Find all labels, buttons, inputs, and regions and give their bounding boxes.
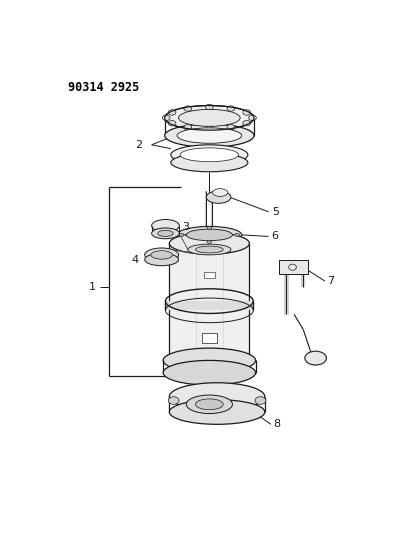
Ellipse shape xyxy=(305,351,326,365)
Ellipse shape xyxy=(179,109,240,126)
Ellipse shape xyxy=(206,126,213,131)
Ellipse shape xyxy=(180,148,239,161)
Ellipse shape xyxy=(179,233,184,237)
Ellipse shape xyxy=(206,191,231,203)
Ellipse shape xyxy=(207,227,212,230)
Text: 1: 1 xyxy=(89,282,96,292)
Ellipse shape xyxy=(235,233,240,237)
Ellipse shape xyxy=(145,253,179,265)
Bar xyxy=(202,334,217,343)
Ellipse shape xyxy=(145,248,179,262)
Ellipse shape xyxy=(171,154,248,172)
Bar xyxy=(169,244,249,360)
Ellipse shape xyxy=(177,128,242,143)
Ellipse shape xyxy=(184,106,191,111)
Text: 8: 8 xyxy=(273,419,280,429)
Ellipse shape xyxy=(168,397,179,405)
Ellipse shape xyxy=(186,395,232,414)
Ellipse shape xyxy=(255,397,266,405)
Ellipse shape xyxy=(151,251,173,259)
Text: 90314 2925: 90314 2925 xyxy=(68,81,140,94)
Ellipse shape xyxy=(162,115,170,120)
Ellipse shape xyxy=(227,106,235,111)
Bar xyxy=(166,301,253,310)
Ellipse shape xyxy=(169,400,265,424)
Ellipse shape xyxy=(196,399,223,410)
Ellipse shape xyxy=(163,360,256,385)
Ellipse shape xyxy=(168,110,176,115)
Text: 3: 3 xyxy=(183,222,189,232)
Ellipse shape xyxy=(177,227,242,244)
Ellipse shape xyxy=(184,125,191,130)
Ellipse shape xyxy=(213,189,228,196)
Ellipse shape xyxy=(169,383,265,410)
Ellipse shape xyxy=(152,220,179,232)
Text: 6: 6 xyxy=(272,231,279,241)
Ellipse shape xyxy=(248,115,256,120)
Ellipse shape xyxy=(196,246,223,253)
Ellipse shape xyxy=(207,240,212,244)
Ellipse shape xyxy=(165,106,254,130)
Bar xyxy=(279,260,308,274)
Ellipse shape xyxy=(186,229,232,241)
Ellipse shape xyxy=(169,232,249,254)
Text: 4: 4 xyxy=(131,255,138,264)
Bar xyxy=(204,272,215,278)
Ellipse shape xyxy=(188,244,231,255)
Ellipse shape xyxy=(171,145,248,165)
Ellipse shape xyxy=(165,124,254,147)
Ellipse shape xyxy=(158,230,173,237)
Ellipse shape xyxy=(227,125,235,130)
Text: 5: 5 xyxy=(272,207,279,217)
Ellipse shape xyxy=(152,228,179,239)
Ellipse shape xyxy=(206,104,213,110)
Ellipse shape xyxy=(163,348,256,373)
Ellipse shape xyxy=(243,120,250,126)
Text: 7: 7 xyxy=(327,276,334,286)
Ellipse shape xyxy=(243,110,250,115)
Ellipse shape xyxy=(168,120,176,126)
Text: 2: 2 xyxy=(135,140,142,150)
